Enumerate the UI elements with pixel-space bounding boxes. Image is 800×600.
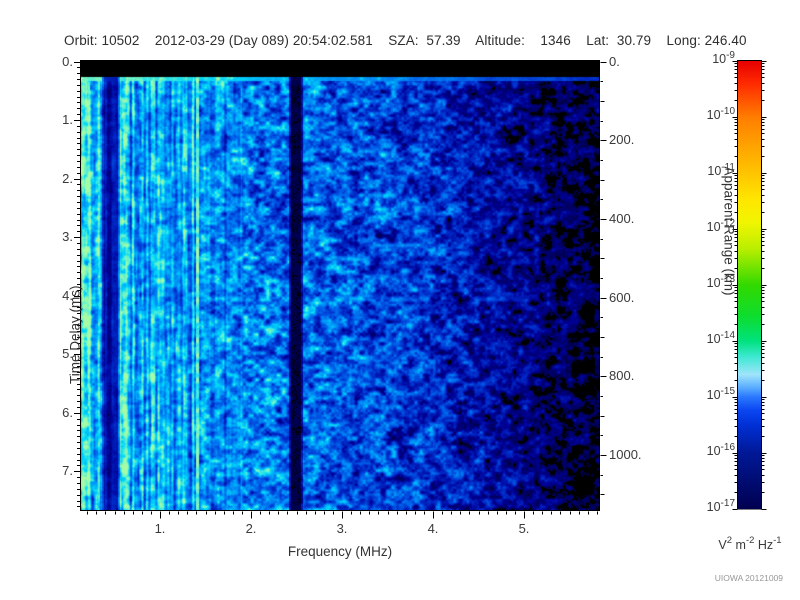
y-tick-label: 0.: [62, 53, 73, 69]
colorbar-tick-label: 10-9: [712, 50, 735, 66]
y-tick-label: 6.: [62, 404, 73, 420]
y2-tick-label: 600.: [609, 289, 635, 305]
y2-tick-label: 1000.: [609, 446, 642, 462]
x-tick-label: 2.: [245, 521, 257, 536]
x-tick-label: 5.: [518, 521, 530, 536]
y-tick-label: 4.: [62, 287, 73, 303]
y-tick-label: 7.: [62, 463, 73, 479]
x-tick-label: 4.: [427, 521, 439, 536]
y2-tick-label: 0.: [609, 53, 620, 69]
y2-tick-label: 800.: [609, 368, 635, 384]
colorbar-tick-label: 10-16: [706, 442, 735, 458]
y-tick-label: 5.: [62, 346, 73, 362]
colorbar-units-label: V2 m-2 Hz-1: [718, 534, 782, 552]
x-axis-title: Frequency (MHz): [287, 544, 393, 559]
spectrogram-image: [80, 60, 600, 511]
y-tick-label: 1.: [62, 112, 73, 128]
y-tick-label: 2.: [62, 170, 73, 186]
colorbar-tick-label: 10-13: [706, 274, 735, 290]
colorbar-tick-label: 10-12: [706, 218, 735, 234]
watermark-text: UIOWA 20121009: [714, 573, 783, 583]
x-tick-label: 1.: [154, 521, 166, 536]
colorbar-tick-label: 10-10: [706, 106, 735, 122]
colorbar-tick-label: 10-14: [706, 330, 735, 346]
colorbar-tick-label: 10-17: [706, 498, 735, 514]
y2-tick-label: 200.: [609, 132, 635, 148]
colorbar-tick-label: 10-11: [707, 162, 735, 178]
header-status-line: Orbit: 10502 2012-03-29 (Day 089) 20:54:…: [64, 33, 747, 48]
y2-tick-label: 400.: [609, 210, 635, 226]
colorbar-tick-label: 10-15: [706, 386, 735, 402]
x-tick-label: 3.: [336, 521, 348, 536]
colorbar-gradient: [738, 61, 761, 509]
y-tick-label: 3.: [62, 229, 73, 245]
